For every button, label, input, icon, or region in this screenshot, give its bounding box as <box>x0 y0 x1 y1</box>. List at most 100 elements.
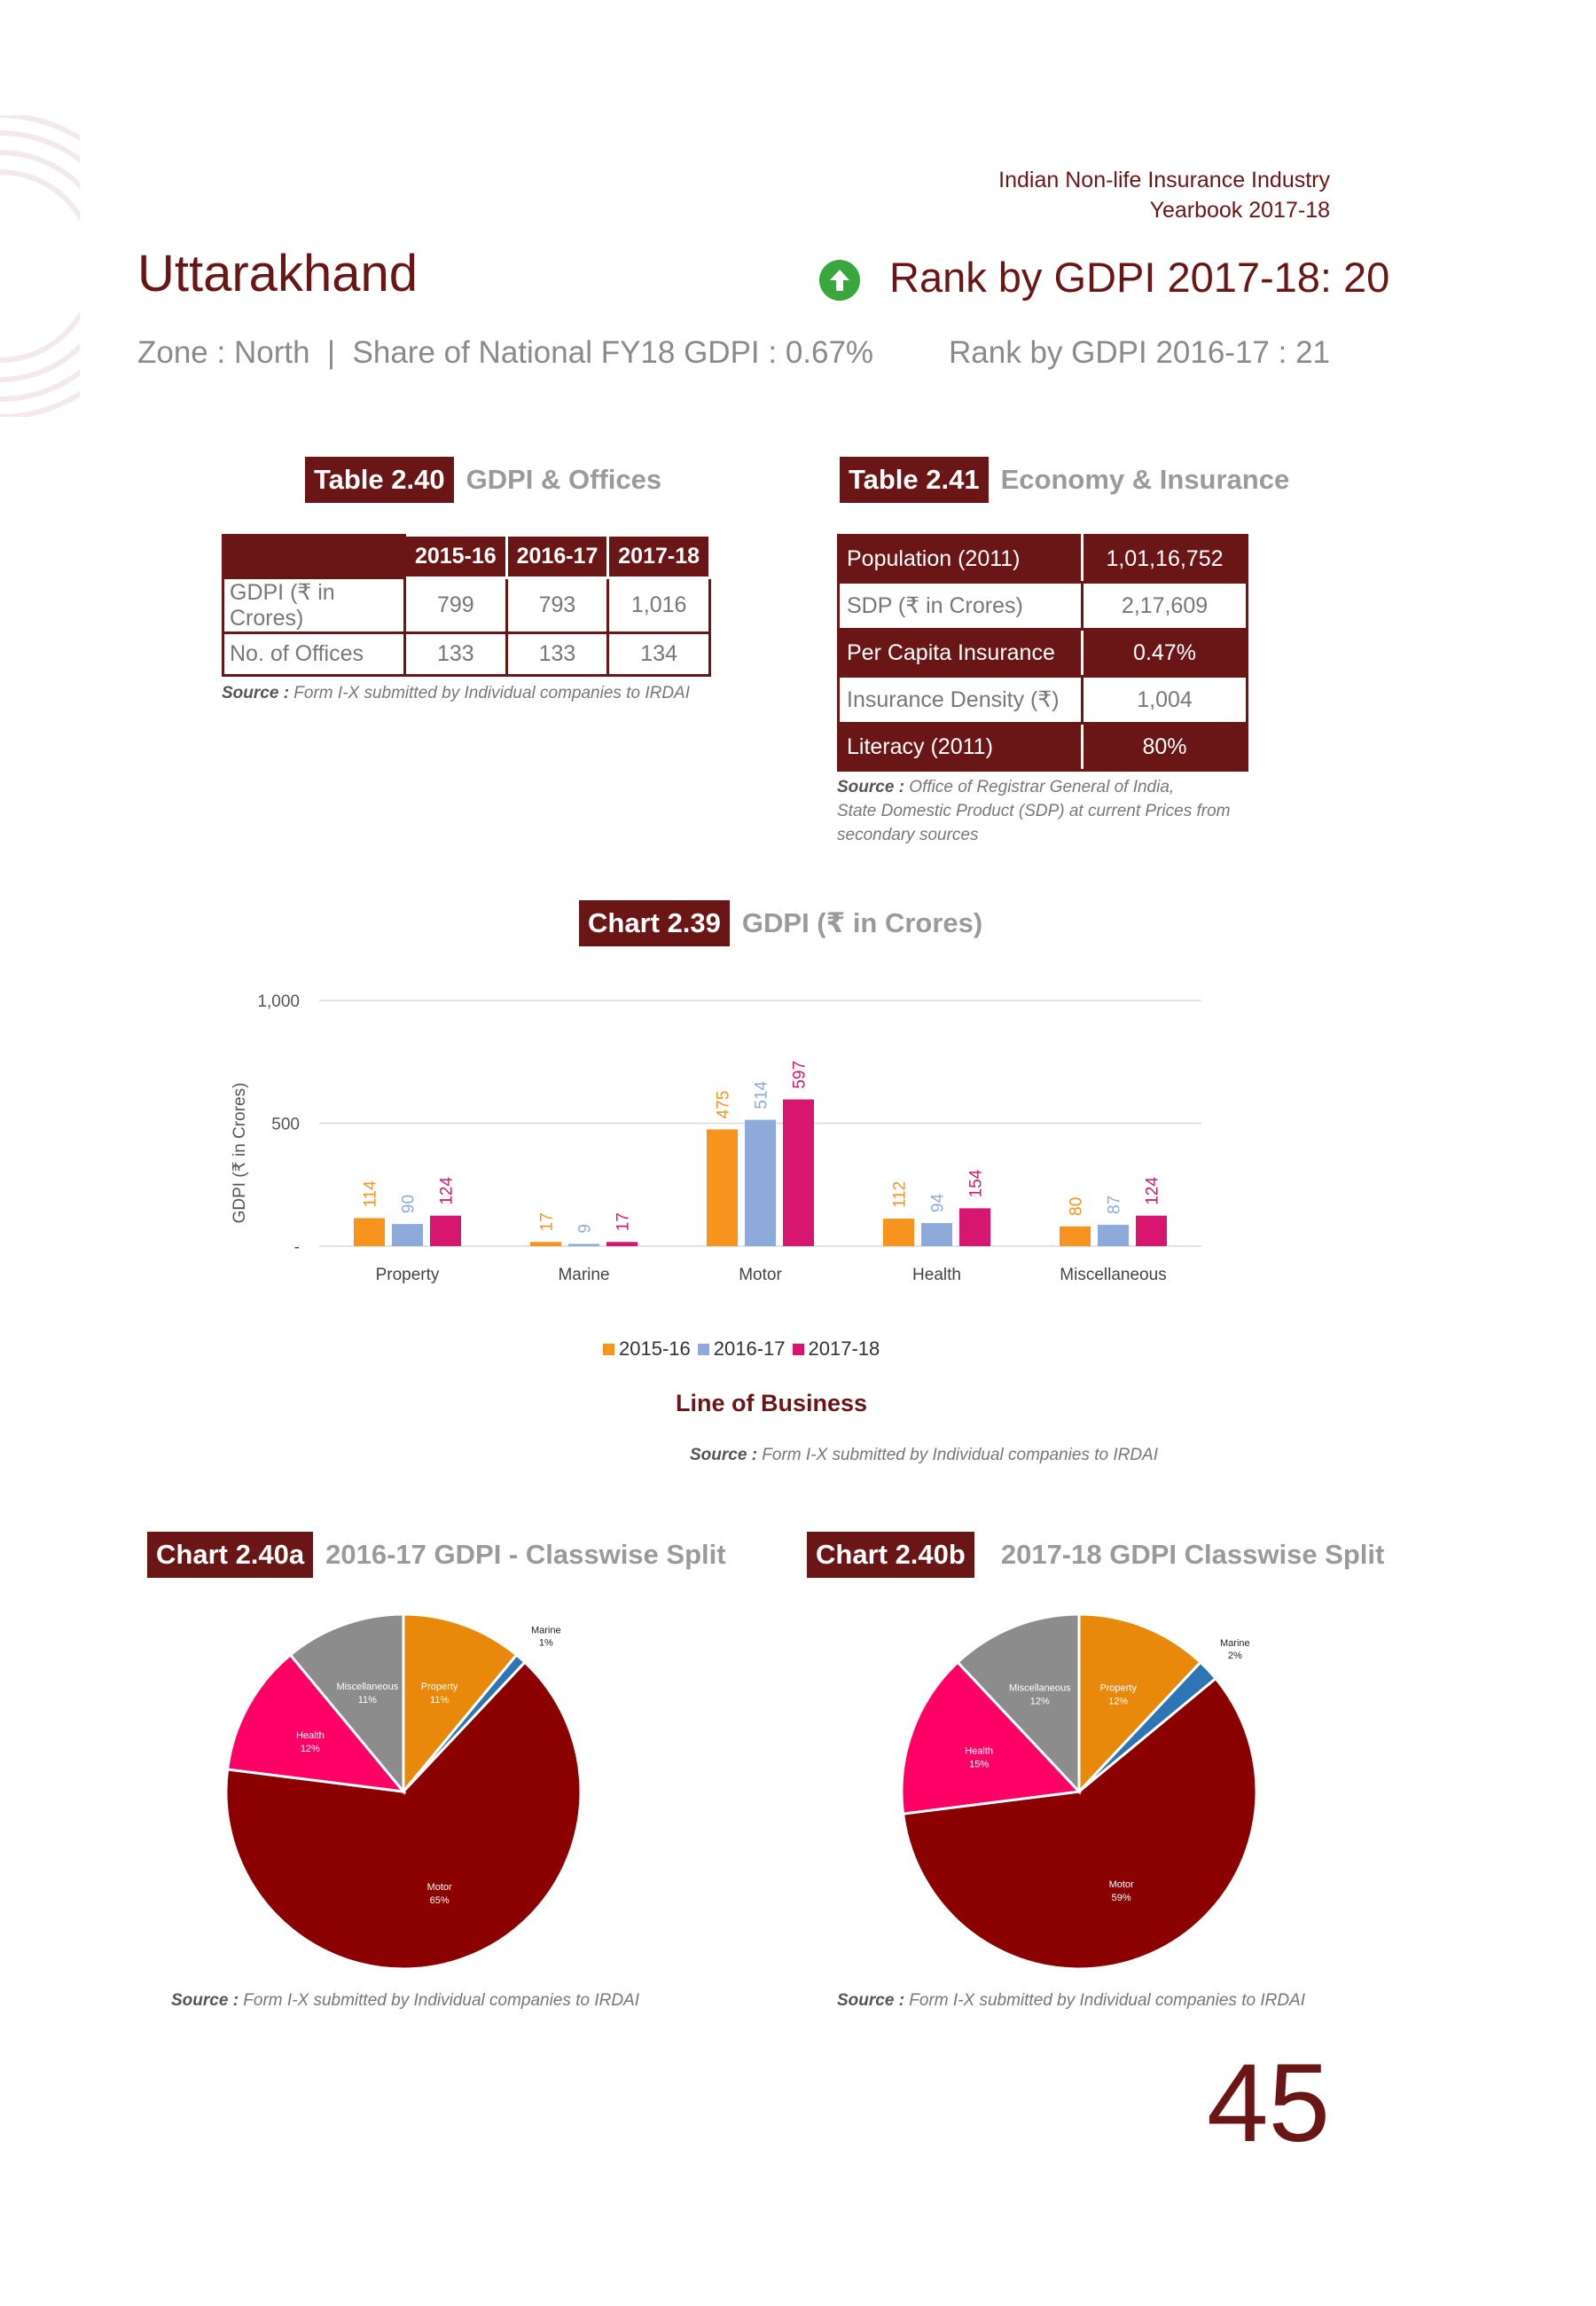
bar <box>1098 1224 1129 1246</box>
zone-share: Zone : North | Share of National FY18 GD… <box>137 335 874 370</box>
category-label: Marine <box>558 1266 609 1284</box>
chart-2-39-source: Source : Form I-X submitted by Individua… <box>690 1443 1158 1467</box>
slice-label: Motor <box>1109 1879 1134 1890</box>
table-2-41-caption: Table 2.41 Economy & Insurance <box>840 457 1289 503</box>
chart-legend: 2015-16 2016-17 2017-18 <box>603 1337 880 1361</box>
y-tick-label: 1,000 <box>257 992 300 1011</box>
table-row: Literacy (2011) 80% <box>837 722 1248 772</box>
source-label: Source : <box>222 684 290 702</box>
pie-slice <box>288 1612 405 1796</box>
row-label: GDPI (₹ in Crores) <box>222 576 406 634</box>
chart-2-39-caption: Chart 2.39 GDPI (₹ in Crores) <box>579 900 982 946</box>
slice-label: Health <box>296 1730 325 1741</box>
gdpi-bar-chart: 114 90 124 17 9 17 475 514 597 112 94 154 80 87 124 - 5… <box>231 992 1201 1284</box>
bar <box>354 1218 385 1246</box>
bar <box>921 1222 952 1246</box>
chart-tag: Chart 2.39 <box>579 900 730 946</box>
publication-title: Indian Non-life Insurance Industry Yearb… <box>998 165 1330 225</box>
cell: 1,01,16,752 <box>1081 534 1248 584</box>
column-header: 2017-18 <box>606 534 711 579</box>
bar <box>430 1215 461 1246</box>
source-label: Source : <box>837 778 905 796</box>
source-text: Form I-X submitted by Individual compani… <box>904 1991 1305 2010</box>
row-label: Population (2011) <box>837 534 1084 584</box>
chart-2-40a-caption: Chart 2.40a 2016-17 GDPI - Classwise Spl… <box>147 1532 726 1578</box>
table-row: GDPI (₹ in Crores) 799 793 1,016 <box>222 576 711 634</box>
source-label: Source : <box>171 1991 239 2010</box>
data-label: 154 <box>967 1169 986 1197</box>
category-label: Health <box>912 1266 961 1284</box>
data-label: 114 <box>362 1180 380 1208</box>
data-label: 90 <box>400 1195 419 1213</box>
legend-swatch <box>603 1343 614 1355</box>
pie-chart-2016-17: Property 11% Marine 1% Motor 65% Health 12% Misc… <box>224 1612 583 1971</box>
x-axis-title: Line of Business <box>675 1390 868 1416</box>
data-label: 124 <box>1144 1177 1162 1205</box>
category-label: Motor <box>739 1266 782 1284</box>
data-label: 112 <box>891 1181 910 1208</box>
data-label: 17 <box>538 1212 557 1231</box>
table-2-40-source: Source : Form I-X submitted by Individua… <box>222 681 690 705</box>
table-tag: Table 2.41 <box>840 457 989 503</box>
legend-label: 2015-16 <box>619 1337 691 1360</box>
bar <box>783 1099 814 1246</box>
legend-swatch <box>792 1343 804 1355</box>
pie-slice <box>1077 1612 1203 1795</box>
pie-slice <box>900 1660 1083 1816</box>
table-corner <box>222 534 406 579</box>
category-label: Miscellaneous <box>1060 1266 1166 1284</box>
source-label: Source : <box>690 1446 758 1464</box>
slice-percent: 15% <box>969 1759 989 1769</box>
data-label: 9 <box>576 1224 595 1234</box>
publication-line-1: Indian Non-life Insurance Industry <box>998 168 1330 192</box>
slice-percent: 12% <box>1030 1696 1050 1706</box>
slice-percent: 1% <box>539 1637 553 1648</box>
cell: 133 <box>403 631 508 677</box>
bar <box>392 1224 423 1246</box>
page-number: 45 <box>1206 2042 1330 2165</box>
slice-percent: 11% <box>358 1695 377 1706</box>
bar <box>959 1208 990 1246</box>
cell: 0.47% <box>1081 628 1248 678</box>
cell: 1,004 <box>1081 675 1248 725</box>
table-title: GDPI & Offices <box>466 464 662 495</box>
legend-label: 2017-18 <box>808 1337 880 1360</box>
table-tag: Table 2.40 <box>305 457 454 503</box>
slice-label: Marine <box>531 1625 561 1635</box>
source-label: Source : <box>837 1991 905 2010</box>
cell: 80% <box>1081 722 1248 772</box>
chart-tag: Chart 2.40b <box>807 1532 974 1578</box>
table-2-40-caption: Table 2.40 GDPI & Offices <box>305 457 661 503</box>
slice-label: Health <box>965 1745 993 1756</box>
slice-label: Property <box>421 1682 458 1692</box>
row-label: Insurance Density (₹) <box>837 675 1084 725</box>
data-label: 80 <box>1068 1197 1086 1216</box>
pie-slice <box>402 1612 519 1796</box>
chart-tag: Chart 2.40a <box>147 1532 314 1578</box>
publication-line-2: Yearbook 2017-18 <box>1149 198 1330 223</box>
y-axis-label: GDPI (₹ in Crores) <box>231 1083 249 1224</box>
data-label: 475 <box>715 1091 733 1119</box>
cell: 799 <box>403 576 508 634</box>
slice-label: Miscellaneous <box>336 1682 398 1692</box>
decorative-arcs <box>0 115 80 417</box>
source-text: Office of Registrar General of India, <box>904 778 1175 796</box>
slice-label: Marine <box>1220 1638 1250 1649</box>
slice-percent: 12% <box>301 1744 320 1754</box>
pie-slice <box>901 1676 1258 1971</box>
row-label: SDP (₹ in Crores) <box>837 581 1084 631</box>
bar <box>883 1218 914 1246</box>
cell: 134 <box>606 631 711 677</box>
bar <box>568 1243 599 1246</box>
arrow-up-icon <box>819 260 860 301</box>
slice-percent: 11% <box>430 1695 449 1706</box>
cell: 2,17,609 <box>1081 581 1248 631</box>
table-row: Population (2011) 1,01,16,752 <box>837 534 1248 584</box>
bar <box>745 1119 776 1246</box>
legend-label: 2016-17 <box>713 1337 786 1360</box>
bar <box>1060 1226 1091 1246</box>
chart-2-40b-source: Source : Form I-X submitted by Individua… <box>837 1988 1305 2012</box>
slice-percent: 12% <box>1108 1696 1128 1706</box>
legend-item: 2015-16 <box>603 1337 691 1361</box>
table-row: SDP (₹ in Crores) 2,17,609 <box>837 581 1248 631</box>
